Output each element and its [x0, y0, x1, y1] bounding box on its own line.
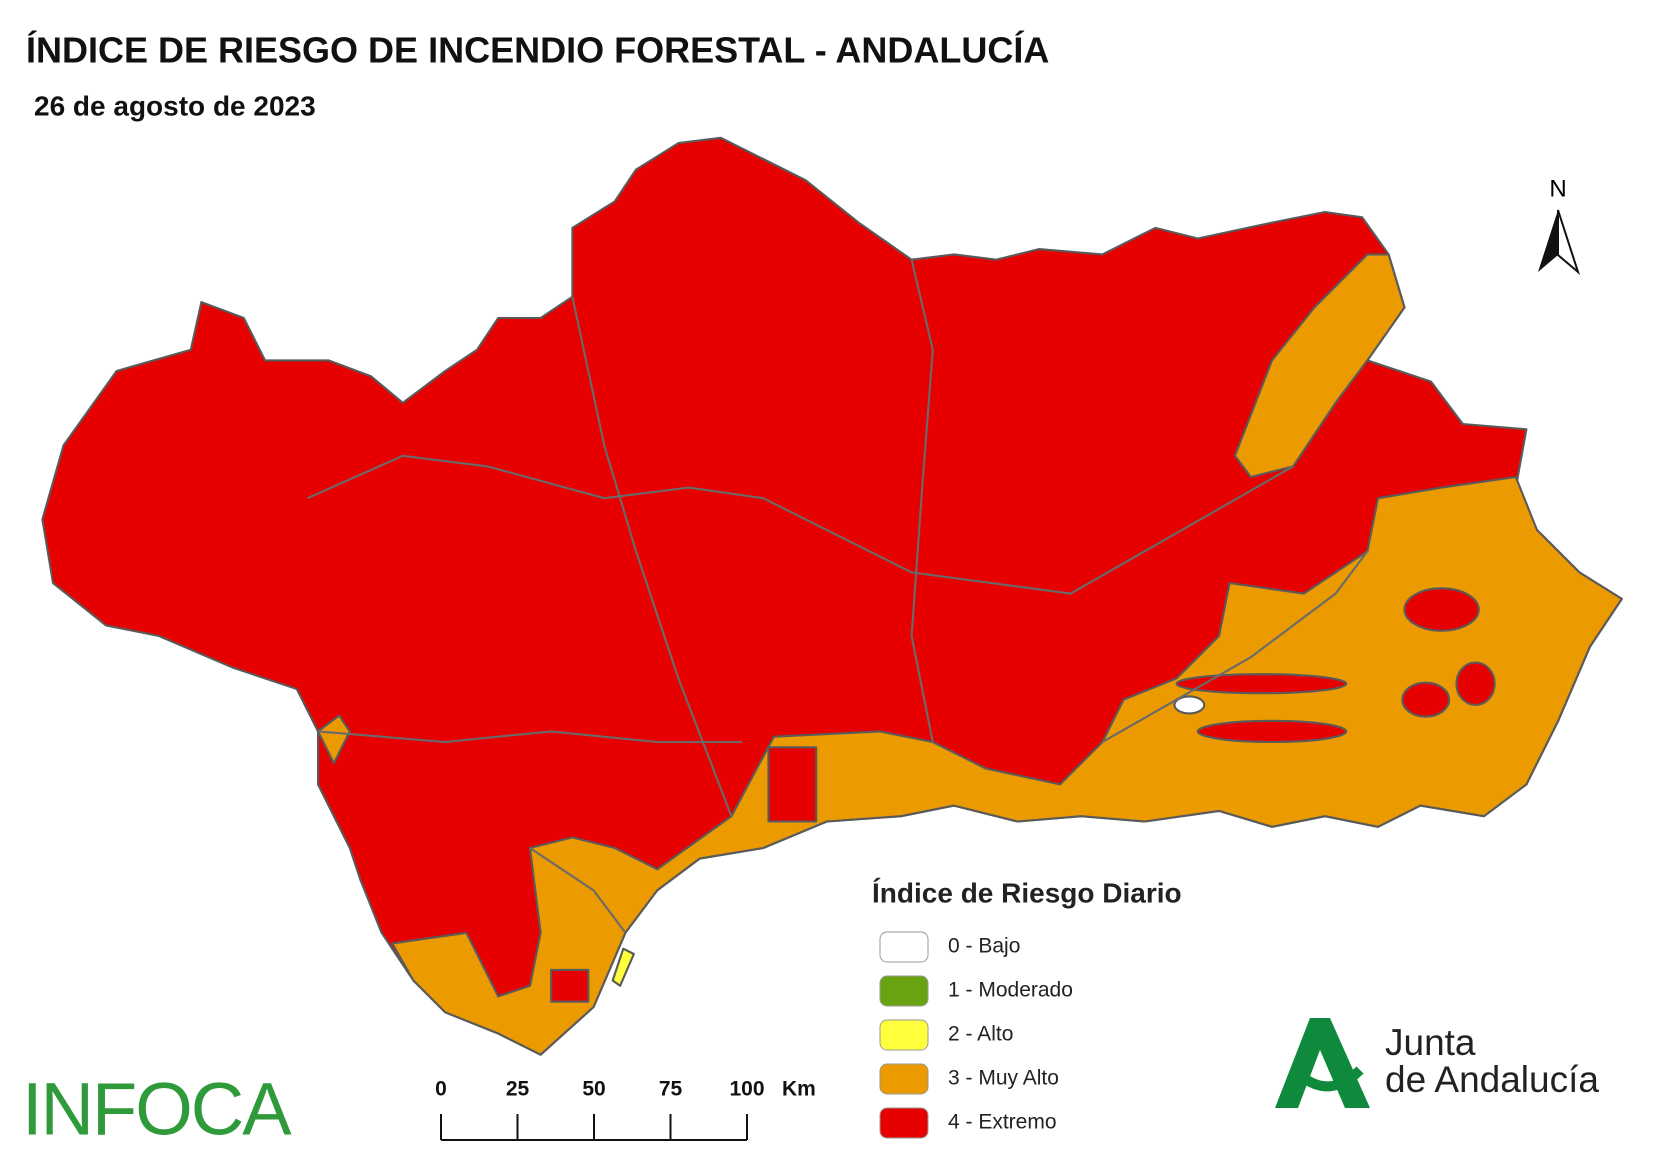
legend-swatch	[879, 1019, 929, 1051]
region-muy-alto	[316, 714, 351, 765]
legend-swatch	[879, 931, 929, 963]
scale-label: 25	[506, 1078, 530, 1101]
region-alto	[611, 947, 635, 987]
junta-emblem	[1275, 1018, 1370, 1108]
scale-label: 50	[582, 1078, 605, 1101]
legend-swatch	[879, 1063, 929, 1095]
province-boundaries	[306, 259, 1369, 934]
legend-swatch	[879, 975, 929, 1007]
legend-title: Índice de Riesgo Diario	[872, 877, 1182, 908]
scale-label: 75	[659, 1078, 683, 1101]
legend: 0 - Bajo 1 - Moderado 2 - Alto 3 - Muy Alto…	[879, 931, 1073, 1139]
map-date: 26 de agosto de 2023	[34, 90, 316, 121]
region-muy-alto	[1233, 253, 1406, 479]
scale-label: 100	[729, 1078, 764, 1101]
junta-line-1: Junta	[1385, 1022, 1476, 1063]
region-extremo	[1196, 719, 1348, 744]
scale-bar: 0 25 50 75 100 Km	[435, 1078, 816, 1141]
legend-label: 0 - Bajo	[948, 935, 1020, 958]
legend-label: 4 - Extremo	[948, 1111, 1057, 1134]
scale-label: 0	[435, 1078, 447, 1101]
legend-label: 2 - Alto	[948, 1023, 1013, 1046]
map-area	[41, 136, 1623, 1056]
map-title: ÍNDICE DE RIESGO DE INCENDIO FORESTAL - …	[26, 30, 1049, 71]
junta-line-2: de Andalucía	[1385, 1059, 1599, 1100]
region-bajo	[1173, 695, 1206, 715]
legend-swatch	[879, 1107, 929, 1139]
region-extremo	[1403, 587, 1480, 632]
region-extremo	[550, 968, 590, 1003]
region-extremo	[1175, 673, 1348, 695]
north-arrow-right	[1557, 209, 1581, 276]
north-arrow: N	[1538, 175, 1581, 276]
legend-label: 1 - Moderado	[948, 979, 1073, 1002]
junta-emblem-curve	[1296, 1066, 1364, 1092]
scale-unit: Km	[782, 1078, 816, 1101]
region-extremo	[1455, 661, 1496, 706]
junta-logo: Junta de Andalucía	[1275, 1018, 1599, 1108]
region-extremo	[767, 746, 818, 823]
north-label: N	[1549, 175, 1566, 202]
infoca-logo: INFOCA	[22, 1068, 292, 1151]
north-arrow-left	[1538, 210, 1558, 272]
region-muy-alto	[391, 475, 1623, 1056]
region-extremo	[1401, 681, 1451, 718]
legend-label: 3 - Muy Alto	[948, 1067, 1059, 1090]
